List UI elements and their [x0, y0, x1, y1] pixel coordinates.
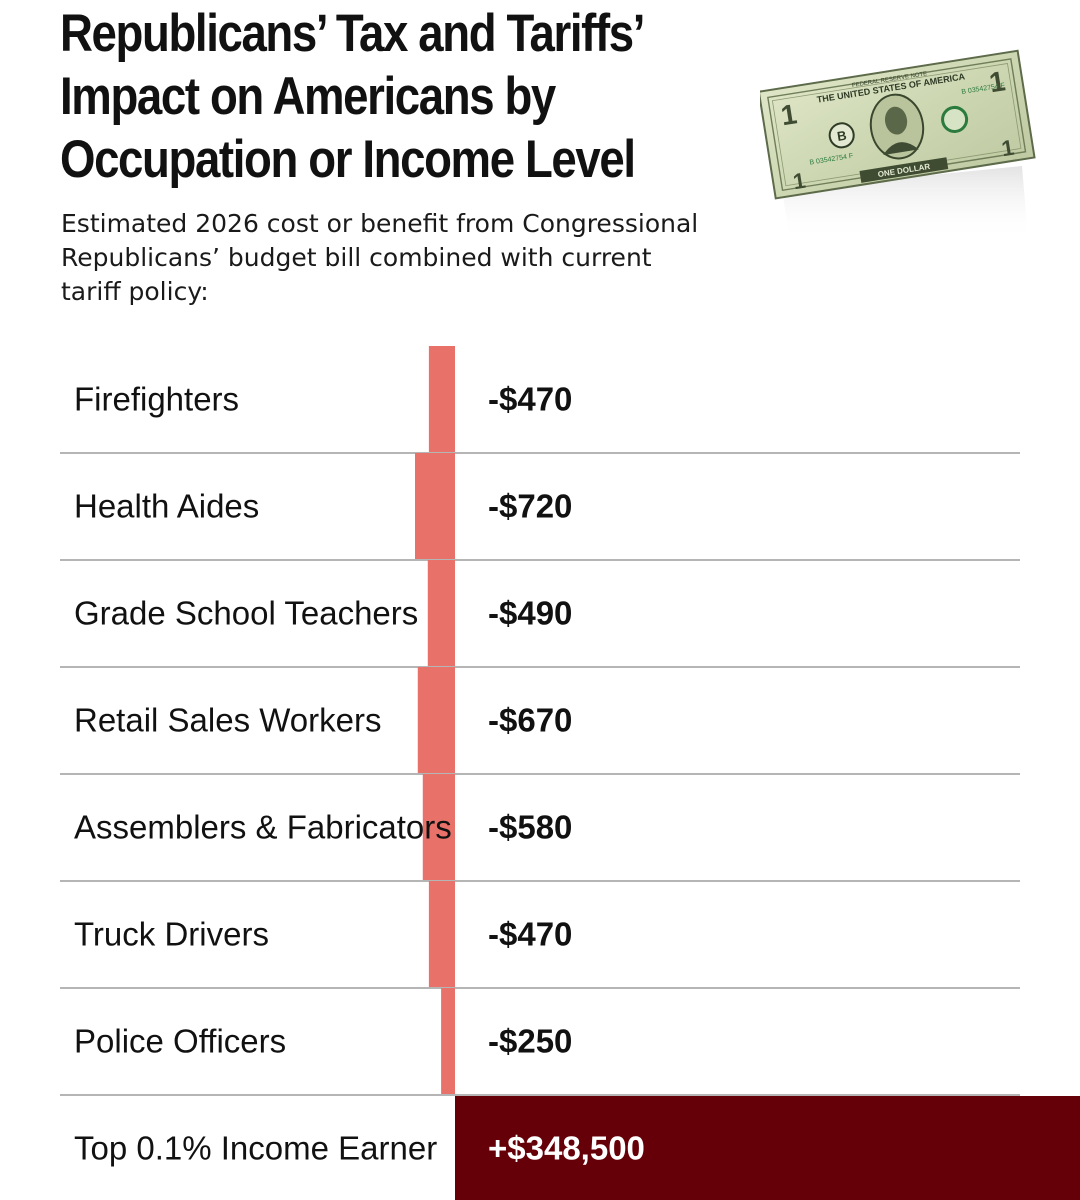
- bar: [422, 774, 455, 881]
- bill-bottom-banner: [859, 157, 949, 183]
- category-label: Grade School Teachers: [74, 595, 418, 632]
- title-line: Republicans’ Tax and Tariffs’: [60, 4, 645, 63]
- title-line: Occupation or Income Level: [60, 130, 636, 189]
- category-label: Top 0.1% Income Earner: [74, 1130, 437, 1167]
- bar: [455, 1096, 1080, 1200]
- title-line: Impact on Americans by: [60, 67, 556, 126]
- bill-federal-reserve-seal: [828, 122, 855, 149]
- bar: [415, 453, 455, 560]
- value-label: -$470: [488, 381, 572, 418]
- subtitle-line: Republicans’ budget bill combined with c…: [61, 243, 652, 272]
- value-label: +$348,500: [488, 1130, 645, 1167]
- category-label: Health Aides: [74, 488, 259, 525]
- value-label: -$250: [488, 1023, 572, 1060]
- dollar-bill-icon: FEDERAL RESERVE NOTE THE UNITED STATES O…: [760, 49, 1036, 240]
- value-label: -$670: [488, 702, 572, 739]
- bill-body: FEDERAL RESERVE NOTE THE UNITED STATES O…: [760, 49, 1036, 200]
- category-label: Police Officers: [74, 1023, 286, 1060]
- value-label: -$580: [488, 809, 572, 846]
- bill-portrait-head: [884, 106, 908, 135]
- category-label: Truck Drivers: [74, 916, 269, 953]
- category-label: Assemblers & Fabricators: [74, 809, 452, 846]
- page-title: Republicans’ Tax and Tariffs’ Impact on …: [60, 2, 653, 191]
- bar: [417, 667, 455, 774]
- value-label: -$490: [488, 595, 572, 632]
- category-label: Retail Sales Workers: [74, 702, 382, 739]
- bill-corner-number: 1: [987, 65, 1007, 98]
- bar: [428, 881, 455, 988]
- bill-corner-number: 1: [779, 98, 799, 131]
- bar: [428, 346, 455, 453]
- value-label: -$470: [488, 916, 572, 953]
- bill-treasury-seal: [941, 105, 969, 133]
- bill-portrait-shoulders: [883, 142, 919, 156]
- category-label: Firefighters: [74, 381, 239, 418]
- bill-seal-letter: B: [836, 128, 848, 144]
- bill-corner-number: 1: [1000, 135, 1016, 162]
- subtitle-line: tariff policy:: [61, 277, 209, 306]
- value-label: -$720: [488, 488, 572, 525]
- bar: [441, 988, 455, 1095]
- bill-corner-number: 1: [791, 168, 807, 195]
- bar: [427, 560, 455, 667]
- chart-subtitle: Estimated 2026 cost or benefit from Cong…: [61, 207, 721, 309]
- subtitle-line: Estimated 2026 cost or benefit from Cong…: [61, 209, 699, 238]
